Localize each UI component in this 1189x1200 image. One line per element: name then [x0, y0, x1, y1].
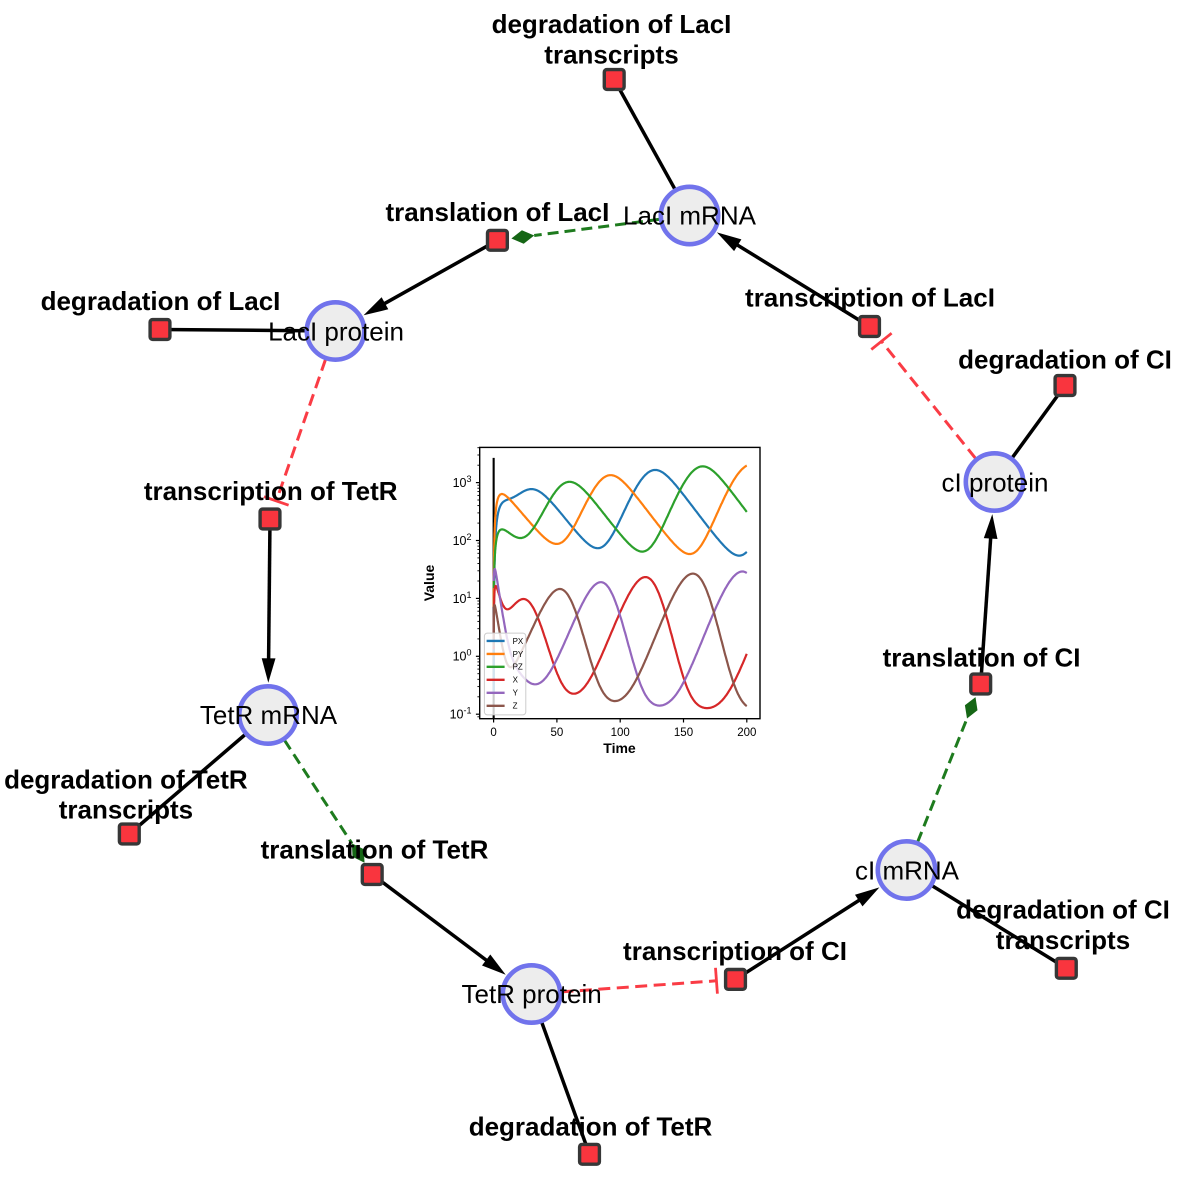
svg-text:degradation of CI: degradation of CI: [958, 345, 1172, 375]
svg-text:Value: Value: [421, 565, 437, 602]
svg-text:translation of LacI: translation of LacI: [385, 197, 609, 227]
svg-text:10-1: 10-1: [450, 706, 472, 722]
svg-text:PY: PY: [513, 650, 524, 659]
svg-text:200: 200: [737, 727, 756, 739]
svg-text:transcription of CI: transcription of CI: [623, 936, 847, 966]
svg-text:101: 101: [453, 590, 472, 606]
svg-text:cI mRNA: cI mRNA: [855, 856, 960, 886]
svg-text:cI protein: cI protein: [942, 468, 1049, 498]
svg-text:transcription of TetR: transcription of TetR: [144, 476, 398, 506]
svg-text:TetR protein: TetR protein: [462, 979, 602, 1009]
svg-text:103: 103: [453, 474, 472, 490]
svg-text:degradation of LacI: degradation of LacI: [41, 286, 281, 316]
svg-text:0: 0: [490, 727, 496, 739]
svg-text:transcripts: transcripts: [544, 40, 678, 70]
svg-text:150: 150: [674, 727, 693, 739]
svg-text:Y: Y: [513, 689, 519, 698]
svg-text:PZ: PZ: [513, 663, 523, 672]
svg-text:100: 100: [611, 727, 630, 739]
svg-text:X: X: [513, 676, 519, 685]
svg-text:translation of CI: translation of CI: [883, 643, 1081, 673]
svg-text:transcripts: transcripts: [59, 795, 193, 825]
svg-text:50: 50: [551, 727, 564, 739]
svg-text:PX: PX: [513, 637, 524, 646]
svg-text:degradation of TetR: degradation of TetR: [4, 765, 248, 795]
svg-text:100: 100: [453, 648, 472, 664]
svg-text:LacI protein: LacI protein: [268, 317, 404, 347]
svg-text:degradation of LacI: degradation of LacI: [492, 9, 732, 39]
svg-text:degradation of CI: degradation of CI: [956, 895, 1170, 925]
svg-text:Z: Z: [513, 702, 518, 711]
svg-text:degradation of TetR: degradation of TetR: [469, 1112, 713, 1142]
svg-text:102: 102: [453, 532, 472, 548]
svg-text:TetR mRNA: TetR mRNA: [200, 700, 338, 730]
svg-text:transcription of LacI: transcription of LacI: [745, 283, 995, 313]
svg-text:LacI mRNA: LacI mRNA: [623, 201, 757, 231]
svg-text:Time: Time: [603, 740, 636, 756]
svg-text:translation of TetR: translation of TetR: [261, 835, 489, 865]
svg-text:transcripts: transcripts: [996, 925, 1130, 955]
